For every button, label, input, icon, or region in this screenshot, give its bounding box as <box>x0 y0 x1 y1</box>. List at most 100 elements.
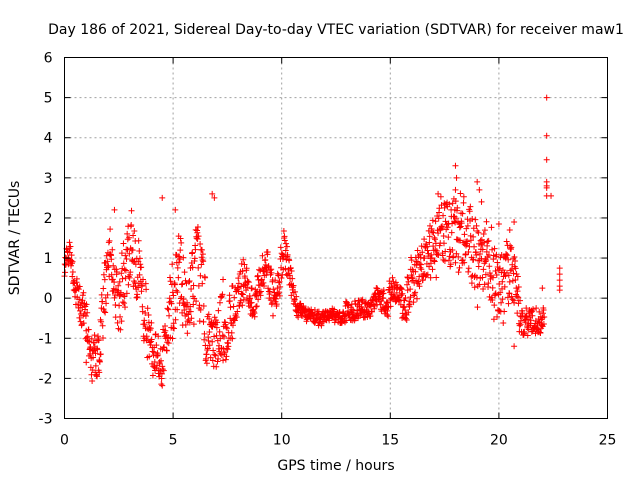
data-point <box>493 251 500 258</box>
data-point <box>503 238 510 245</box>
data-point <box>126 250 133 257</box>
data-point <box>413 295 420 302</box>
data-point <box>83 301 90 308</box>
data-point <box>419 249 426 256</box>
data-point <box>266 288 273 295</box>
data-point <box>195 233 202 240</box>
data-point <box>527 322 534 329</box>
data-point <box>539 310 546 317</box>
data-point <box>504 294 511 301</box>
data-point <box>92 362 99 369</box>
data-point <box>82 313 89 320</box>
data-point <box>243 287 250 294</box>
data-point <box>448 229 455 236</box>
data-point <box>283 240 290 247</box>
data-point <box>181 269 188 276</box>
data-point <box>111 206 118 213</box>
data-point <box>464 222 471 229</box>
data-point <box>273 295 280 302</box>
data-point <box>94 346 101 353</box>
data-point <box>271 295 278 302</box>
data-point <box>278 274 285 281</box>
data-point <box>138 264 145 271</box>
data-point <box>508 293 515 300</box>
data-point <box>416 261 423 268</box>
data-point <box>418 266 425 273</box>
data-point <box>171 281 178 288</box>
y-tick-label: 3 <box>44 171 53 187</box>
data-point <box>384 307 391 314</box>
data-point <box>233 314 240 321</box>
data-point <box>190 282 197 289</box>
data-point <box>507 267 514 274</box>
data-point <box>480 285 487 292</box>
data-point <box>477 237 484 244</box>
data-point <box>66 239 73 246</box>
data-point <box>198 261 205 268</box>
data-point <box>441 204 448 211</box>
data-point <box>453 174 460 181</box>
data-point <box>427 222 434 229</box>
data-point <box>172 206 179 213</box>
data-point <box>180 296 187 303</box>
data-point <box>255 296 262 303</box>
data-point <box>86 338 93 345</box>
data-point <box>128 221 135 228</box>
data-point <box>537 329 544 336</box>
data-point <box>499 278 506 285</box>
data-point <box>473 222 480 229</box>
data-point <box>426 233 433 240</box>
data-point <box>119 275 126 282</box>
data-point <box>210 347 217 354</box>
data-point <box>474 283 481 290</box>
data-point <box>457 237 464 244</box>
data-point <box>515 300 522 307</box>
data-point <box>144 305 151 312</box>
data-point <box>514 310 521 317</box>
data-point <box>166 295 173 302</box>
data-point <box>120 260 127 267</box>
axis-ticks <box>64 57 608 419</box>
data-point <box>528 328 535 335</box>
data-point <box>118 250 125 257</box>
data-point <box>209 357 216 364</box>
data-point <box>431 257 438 264</box>
data-point <box>409 274 416 281</box>
data-point <box>276 292 283 299</box>
data-point <box>67 243 74 250</box>
data-point <box>424 247 431 254</box>
data-point <box>193 298 200 305</box>
tick-labels: 0 5 10 15 20 25 -3 -2 -1 0 1 2 3 4 5 6 <box>39 51 617 449</box>
data-point <box>465 249 472 256</box>
data-point <box>265 263 272 270</box>
data-point <box>471 243 478 250</box>
data-point <box>287 264 294 271</box>
data-point <box>277 283 284 290</box>
data-point <box>213 332 220 339</box>
y-tick-label: -3 <box>39 412 53 428</box>
data-point <box>435 215 442 222</box>
data-point <box>433 247 440 254</box>
data-point <box>240 256 247 263</box>
data-point <box>556 265 563 272</box>
data-point <box>99 334 106 341</box>
data-point <box>436 242 443 249</box>
data-point <box>116 302 123 309</box>
data-point <box>451 213 458 220</box>
data-point <box>442 248 449 255</box>
data-point <box>404 281 411 288</box>
data-point <box>214 358 221 365</box>
data-point <box>476 250 483 257</box>
x-tick-label: 15 <box>381 433 399 449</box>
data-point <box>217 335 224 342</box>
data-point <box>80 289 87 296</box>
data-point <box>405 309 412 316</box>
data-point <box>194 229 201 236</box>
data-point <box>459 256 466 263</box>
data-point <box>198 254 205 261</box>
data-point <box>129 247 136 254</box>
data-point <box>476 281 483 288</box>
data-point <box>556 271 563 278</box>
data-point <box>511 218 518 225</box>
data-point <box>440 232 447 239</box>
